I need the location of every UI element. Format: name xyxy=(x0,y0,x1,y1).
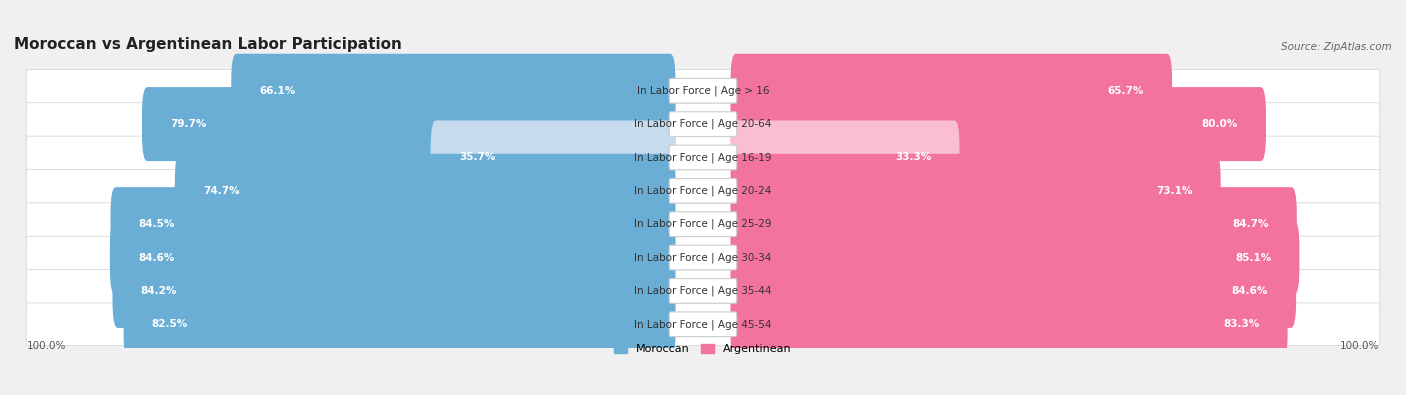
Text: Source: ZipAtlas.com: Source: ZipAtlas.com xyxy=(1281,42,1392,53)
Text: 66.1%: 66.1% xyxy=(260,86,295,96)
FancyBboxPatch shape xyxy=(731,87,1265,161)
Legend: Moroccan, Argentinean: Moroccan, Argentinean xyxy=(614,344,792,354)
Text: In Labor Force | Age 45-54: In Labor Force | Age 45-54 xyxy=(634,319,772,329)
FancyBboxPatch shape xyxy=(669,112,737,136)
FancyBboxPatch shape xyxy=(27,169,1379,212)
Text: In Labor Force | Age 25-29: In Labor Force | Age 25-29 xyxy=(634,219,772,229)
FancyBboxPatch shape xyxy=(731,287,1288,361)
FancyBboxPatch shape xyxy=(27,303,1379,346)
Text: 33.3%: 33.3% xyxy=(896,152,931,162)
FancyBboxPatch shape xyxy=(27,103,1379,145)
FancyBboxPatch shape xyxy=(731,120,959,194)
FancyBboxPatch shape xyxy=(111,187,675,261)
Text: 82.5%: 82.5% xyxy=(152,319,188,329)
FancyBboxPatch shape xyxy=(27,269,1379,312)
Text: In Labor Force | Age 16-19: In Labor Force | Age 16-19 xyxy=(634,152,772,163)
FancyBboxPatch shape xyxy=(731,54,1173,128)
Text: 100.0%: 100.0% xyxy=(1340,341,1379,351)
FancyBboxPatch shape xyxy=(231,54,675,128)
FancyBboxPatch shape xyxy=(124,287,675,361)
FancyBboxPatch shape xyxy=(142,87,675,161)
Text: 83.3%: 83.3% xyxy=(1223,319,1260,329)
Text: 84.2%: 84.2% xyxy=(141,286,177,296)
Text: 84.6%: 84.6% xyxy=(1232,286,1268,296)
FancyBboxPatch shape xyxy=(174,154,675,228)
FancyBboxPatch shape xyxy=(669,179,737,203)
Text: In Labor Force | Age > 16: In Labor Force | Age > 16 xyxy=(637,85,769,96)
FancyBboxPatch shape xyxy=(110,220,675,295)
FancyBboxPatch shape xyxy=(669,212,737,237)
FancyBboxPatch shape xyxy=(27,203,1379,246)
FancyBboxPatch shape xyxy=(669,278,737,303)
FancyBboxPatch shape xyxy=(669,79,737,103)
FancyBboxPatch shape xyxy=(669,312,737,337)
Text: 74.7%: 74.7% xyxy=(202,186,239,196)
Text: In Labor Force | Age 20-64: In Labor Force | Age 20-64 xyxy=(634,119,772,130)
FancyBboxPatch shape xyxy=(669,245,737,270)
Text: 84.7%: 84.7% xyxy=(1232,219,1268,229)
Text: In Labor Force | Age 20-24: In Labor Force | Age 20-24 xyxy=(634,186,772,196)
Text: 84.5%: 84.5% xyxy=(139,219,176,229)
Text: 65.7%: 65.7% xyxy=(1108,86,1144,96)
FancyBboxPatch shape xyxy=(731,220,1299,295)
FancyBboxPatch shape xyxy=(112,254,675,328)
FancyBboxPatch shape xyxy=(731,154,1220,228)
FancyBboxPatch shape xyxy=(430,120,675,194)
Text: 100.0%: 100.0% xyxy=(27,341,66,351)
Text: In Labor Force | Age 30-34: In Labor Force | Age 30-34 xyxy=(634,252,772,263)
Text: 84.6%: 84.6% xyxy=(138,252,174,263)
Text: In Labor Force | Age 35-44: In Labor Force | Age 35-44 xyxy=(634,286,772,296)
Text: Moroccan vs Argentinean Labor Participation: Moroccan vs Argentinean Labor Participat… xyxy=(14,38,402,53)
Text: 35.7%: 35.7% xyxy=(458,152,495,162)
FancyBboxPatch shape xyxy=(731,187,1296,261)
Text: 73.1%: 73.1% xyxy=(1156,186,1192,196)
FancyBboxPatch shape xyxy=(731,254,1296,328)
Text: 79.7%: 79.7% xyxy=(170,119,207,129)
FancyBboxPatch shape xyxy=(27,70,1379,112)
Text: 85.1%: 85.1% xyxy=(1234,252,1271,263)
Text: 80.0%: 80.0% xyxy=(1202,119,1237,129)
FancyBboxPatch shape xyxy=(27,136,1379,179)
FancyBboxPatch shape xyxy=(669,145,737,170)
FancyBboxPatch shape xyxy=(27,236,1379,279)
